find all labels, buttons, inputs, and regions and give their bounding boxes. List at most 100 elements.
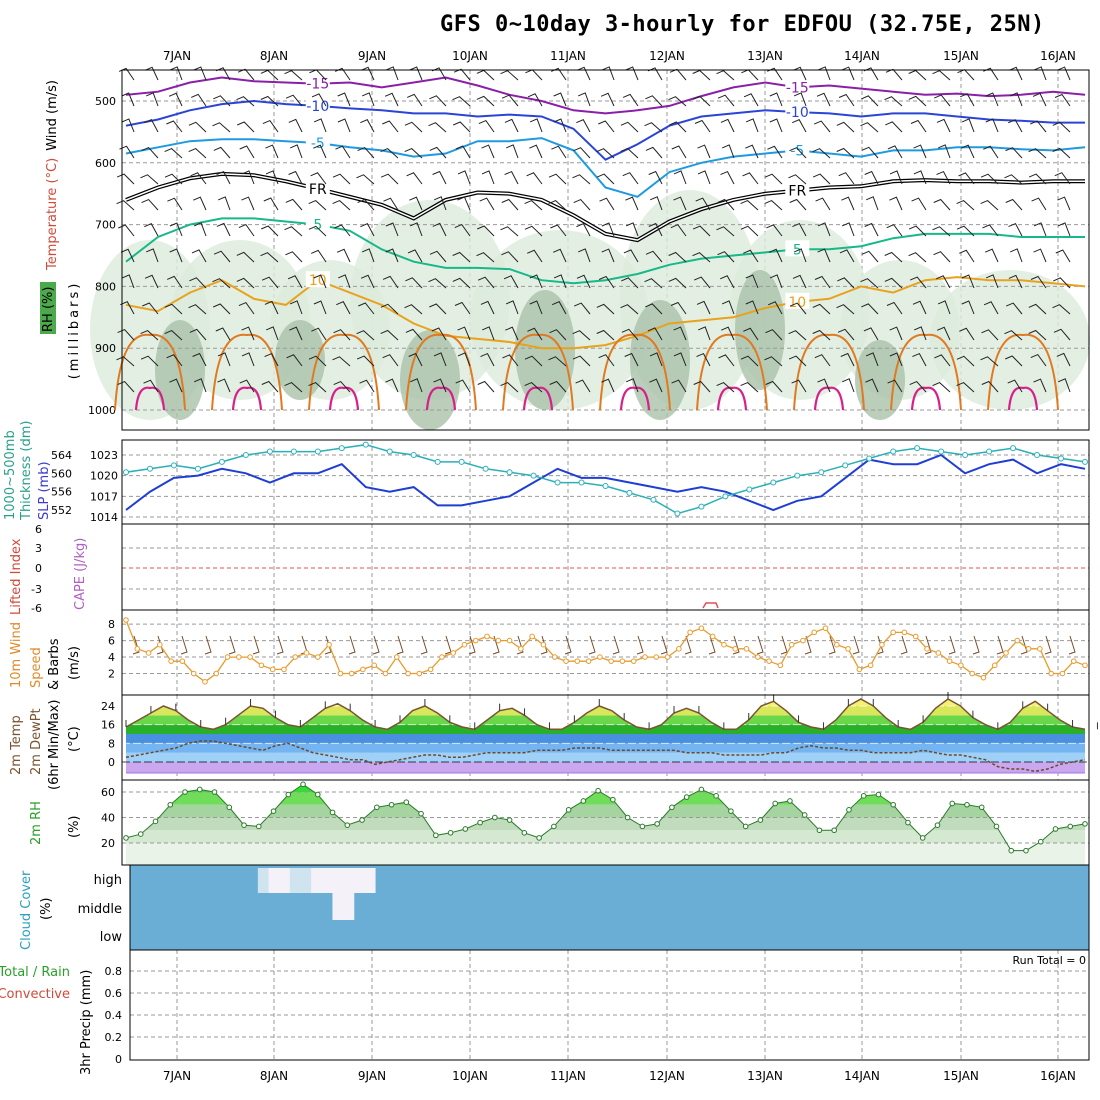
wind-barb <box>932 226 951 237</box>
wind-speed-marker <box>1025 646 1032 652</box>
rh-marker <box>359 817 365 823</box>
precip-convective-label: Convective <box>0 987 70 1002</box>
rh-marker <box>418 810 424 817</box>
wind-barb <box>889 196 903 211</box>
wind-barb <box>573 147 591 159</box>
wind-barb <box>814 275 831 289</box>
wind-barb-10m <box>996 635 1004 655</box>
wind-barb <box>932 70 951 81</box>
wind-barb <box>480 352 495 367</box>
wind-barb <box>1004 174 1023 185</box>
rh-marker <box>846 807 852 813</box>
wind-barb <box>743 93 759 107</box>
precip-tick: 0.8 <box>105 965 123 978</box>
wind-speed-marker <box>653 654 660 660</box>
wind-barb <box>140 330 159 341</box>
wind-barb <box>404 121 423 133</box>
slp-marker <box>1058 455 1065 462</box>
wind-barb <box>527 327 543 341</box>
wind-barb <box>553 92 567 107</box>
thickness-tick: 552 <box>51 504 72 517</box>
slp-marker <box>554 479 561 486</box>
wind-barb-10m <box>684 635 692 655</box>
rh-marker <box>521 830 528 836</box>
wind-barb <box>933 198 951 211</box>
wind-barb <box>766 224 783 237</box>
cloud-cell-high <box>311 868 323 893</box>
wind-speed-marker <box>732 646 739 652</box>
wind-barb <box>788 330 807 341</box>
warm-contour <box>308 333 380 411</box>
wind-barb <box>1030 275 1047 289</box>
wind-barb <box>985 118 999 133</box>
wind-barb <box>695 197 711 211</box>
wind-barb <box>188 121 207 133</box>
wind-speed-marker <box>777 662 784 669</box>
wind-speed-marker <box>879 641 885 648</box>
rh-marker <box>993 823 1000 830</box>
wind-barb <box>501 251 519 263</box>
wind-barb <box>168 92 183 107</box>
wind-barb <box>745 144 759 159</box>
wind-barb <box>120 301 135 315</box>
wind-barb-10m <box>396 635 404 655</box>
wind-barb <box>121 92 135 107</box>
slp-marker <box>362 441 369 448</box>
wind-speed-marker <box>495 637 502 644</box>
wind-barb <box>433 378 447 393</box>
wind-barb <box>433 352 447 367</box>
wind-barb <box>308 225 327 237</box>
wind-barb <box>120 248 135 263</box>
wind-speed-marker <box>800 637 806 644</box>
wind-barb <box>884 251 903 263</box>
slp-marker <box>578 479 585 486</box>
wind-speed-marker <box>416 670 423 677</box>
wind-speed-marker <box>382 670 389 677</box>
rh-marker <box>447 830 454 836</box>
precip-tick: 0 <box>115 1053 122 1066</box>
wind-barb <box>1052 147 1071 159</box>
wind-barb <box>644 122 663 133</box>
wind-barb <box>791 379 807 393</box>
isotherm-line-fr-inner <box>125 173 1085 241</box>
wind-barb <box>332 200 351 211</box>
wind-barb <box>596 329 615 341</box>
wind-barb <box>452 277 471 289</box>
wind-barb <box>740 225 759 237</box>
wind-barb <box>308 200 327 211</box>
wind-barb <box>572 330 591 341</box>
wind-barb <box>311 249 327 263</box>
wind-speed-marker <box>134 646 141 652</box>
wind-barb <box>814 120 831 133</box>
wind-barb <box>313 300 327 315</box>
rh-marker <box>964 801 970 808</box>
wind-barb <box>576 66 591 81</box>
wind-barb <box>794 248 807 263</box>
wind-barb <box>768 301 783 315</box>
wind-barb <box>116 200 135 211</box>
wind-barb <box>696 300 711 315</box>
rh-marker <box>285 791 292 798</box>
rh-marker <box>816 827 823 834</box>
wind-speed-marker <box>788 641 795 648</box>
rh-marker <box>1067 823 1074 830</box>
wind-barb <box>216 170 231 185</box>
wind-barb <box>311 93 327 107</box>
isotherm-line <box>125 99 1085 161</box>
wind-barb <box>500 382 519 393</box>
wind-barb <box>669 121 687 133</box>
pressure-tick: 500 <box>95 95 116 108</box>
date-label-top: 15JAN <box>943 49 979 63</box>
wind-barb <box>884 96 903 107</box>
wind-barb <box>457 352 471 367</box>
wind-barb <box>407 93 423 107</box>
wind-barb <box>599 197 615 211</box>
wind-barb <box>572 355 591 367</box>
wind-barb <box>742 172 759 185</box>
wind-barb <box>837 277 855 289</box>
wind-barb <box>337 118 351 133</box>
rh-marker <box>403 799 410 806</box>
wind-speed-marker <box>721 641 727 648</box>
dewpt-line <box>125 740 1086 773</box>
slp-marker <box>914 445 921 452</box>
